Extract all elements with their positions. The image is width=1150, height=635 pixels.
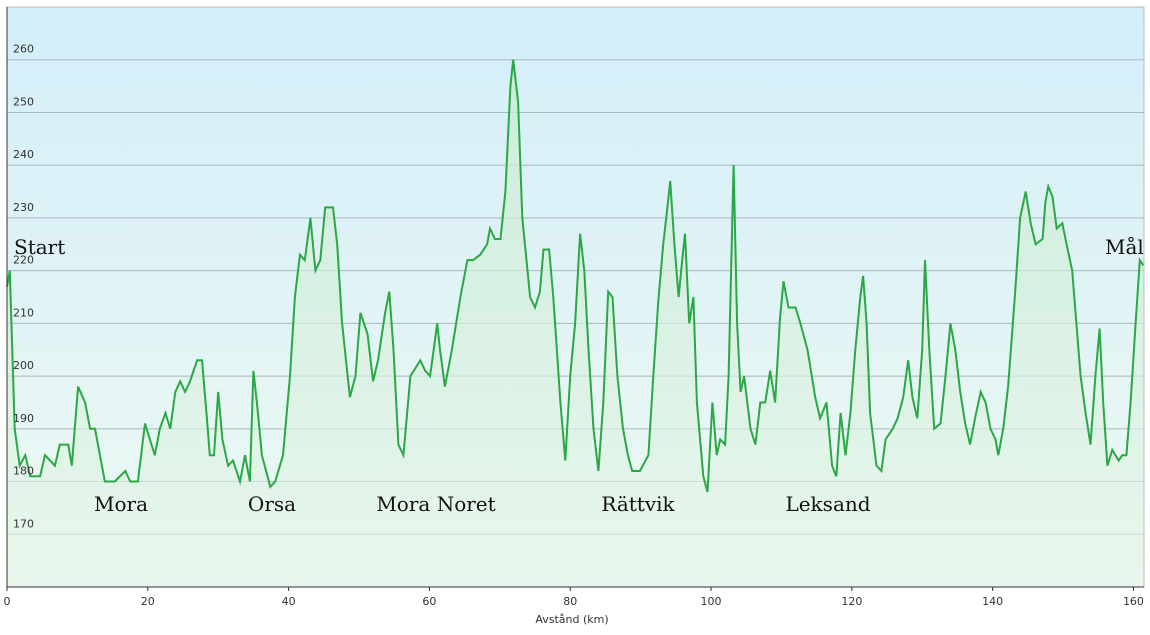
y-tick-label: 200 [13,359,34,372]
x-tick-label: 40 [282,595,296,608]
x-tick-label: 120 [841,595,862,608]
y-tick-label: 170 [13,517,34,530]
y-tick-label: 260 [13,43,34,56]
y-tick-label: 220 [13,254,34,267]
x-tick-label: 20 [141,595,155,608]
y-tick-label: 230 [13,201,34,214]
x-tick-label: 80 [563,595,577,608]
x-tick-label: 60 [422,595,436,608]
place-label: Leksand [785,492,870,516]
x-tick-label: 0 [4,595,11,608]
place-label: Rättvik [601,492,675,516]
place-label: Start [14,235,65,259]
plot [6,59,1145,587]
elevation-line [6,59,1145,493]
x-tick-label: 160 [1123,595,1144,608]
y-tick-label: 240 [13,148,34,161]
place-label: Mora Noret [376,492,495,516]
y-tick-label: 210 [13,306,34,319]
x-axis-label: Avstånd (km) [535,613,608,626]
x-tick-label: 100 [701,595,722,608]
x-tick-label: 140 [982,595,1003,608]
y-tick-label: 250 [13,95,34,108]
y-tick-label: 190 [13,412,34,425]
place-label: Orsa [248,492,296,516]
y-tick-label: 180 [13,465,34,478]
place-label: Mora [94,492,148,516]
place-label: Mål [1105,235,1144,259]
